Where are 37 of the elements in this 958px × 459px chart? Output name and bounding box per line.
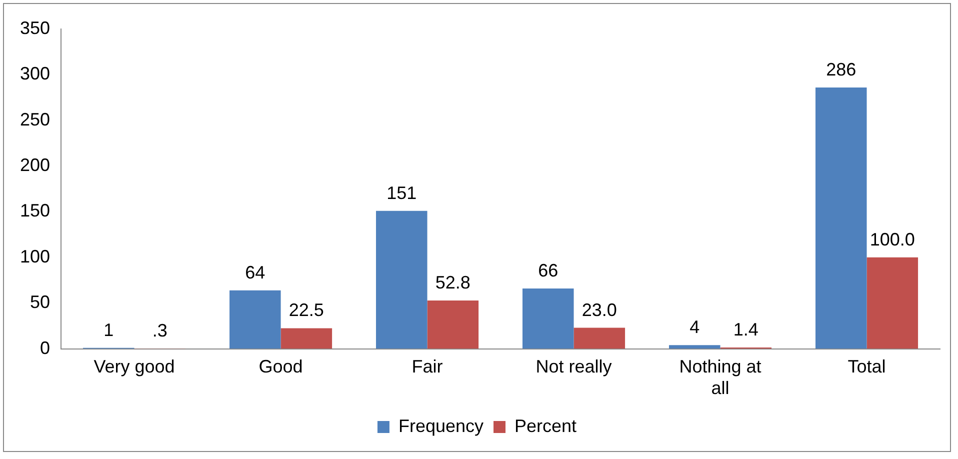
bar	[866, 257, 918, 349]
x-tick-label: Good	[258, 356, 303, 377]
bar	[522, 288, 574, 349]
data-label: 1.4	[733, 319, 758, 340]
bar	[376, 210, 428, 349]
bar	[427, 300, 479, 349]
y-tick-label: 200	[20, 155, 50, 176]
bar	[815, 87, 867, 349]
y-tick-label: 100	[20, 246, 50, 266]
legend-label: Frequency	[398, 416, 484, 436]
data-label: 1	[104, 320, 114, 340]
y-tick-label: 350	[20, 18, 50, 38]
x-tick-label: Nothing at all	[679, 356, 762, 398]
y-tick-label: 250	[20, 109, 50, 130]
y-tick-label: 0	[40, 338, 50, 358]
data-label: 66	[538, 260, 558, 280]
x-tick-label: Total	[848, 356, 886, 377]
legend-label: Percent	[514, 416, 577, 436]
x-tick-label: Very good	[94, 356, 175, 377]
bar	[668, 345, 720, 349]
data-label: 22.5	[288, 300, 324, 320]
data-label: 52.8	[435, 272, 470, 293]
data-label: .3	[152, 320, 168, 340]
y-tick-label: 150	[20, 200, 50, 221]
data-label: 100.0	[870, 229, 915, 250]
data-label: 151	[386, 182, 417, 203]
data-label: 286	[826, 59, 856, 80]
bar	[230, 290, 281, 349]
bar	[574, 328, 626, 349]
y-tick-label: 300	[20, 64, 50, 84]
y-tick-label: 50	[30, 292, 50, 312]
x-tick-label: Fair	[412, 356, 443, 377]
data-label: 4	[690, 317, 700, 338]
data-label: 23.0	[582, 300, 617, 320]
x-tick-label: Not really	[536, 356, 612, 377]
data-label: 64	[245, 262, 266, 282]
bar	[280, 328, 332, 349]
